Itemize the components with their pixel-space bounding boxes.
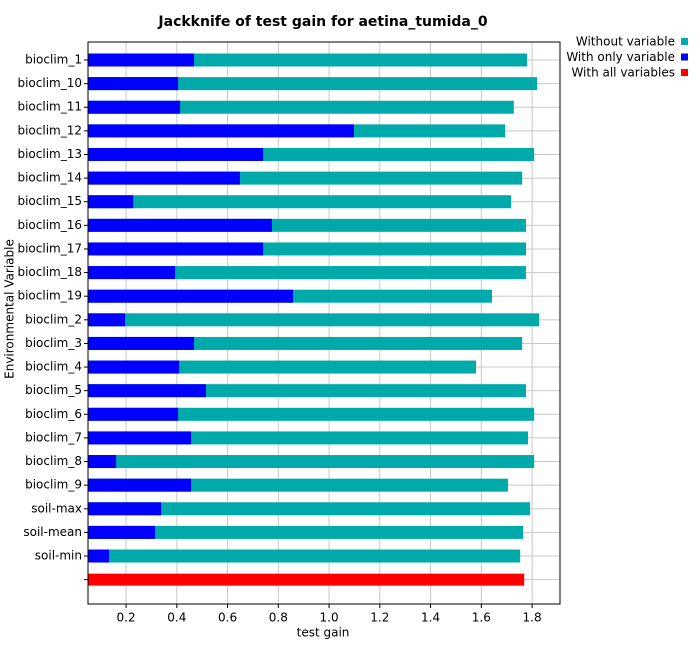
bar: [88, 478, 508, 492]
bar: [88, 360, 180, 374]
y-axis-label: Environmental Variable: [3, 239, 17, 379]
legend-swatch: [681, 69, 688, 76]
y-tick-label: bioclim_18: [17, 265, 82, 279]
y-tick-label: bioclim_15: [17, 194, 82, 208]
bar: [88, 407, 179, 421]
bar: [88, 53, 195, 67]
plot-frame: [87, 41, 561, 605]
x-tick-label: 1.2: [370, 611, 389, 625]
bar: [88, 266, 526, 280]
bar: [88, 549, 110, 563]
y-tick-label: soil-min: [35, 549, 82, 563]
y-tick-label: bioclim_16: [17, 218, 82, 232]
bar: [88, 195, 512, 209]
y-tick-label: bioclim_4: [25, 360, 82, 374]
bar: [88, 455, 117, 469]
bar: [88, 455, 535, 469]
bar: [88, 266, 176, 280]
legend-swatch: [681, 38, 688, 45]
bar: [88, 431, 529, 445]
bar: [88, 336, 195, 350]
y-tick-label: bioclim_7: [25, 430, 82, 444]
legend-label: With all variables: [571, 66, 675, 80]
y-tick-label: bioclim_19: [17, 289, 82, 303]
y-tick-label: bioclim_3: [25, 336, 82, 350]
bar: [88, 77, 179, 91]
bar: [88, 77, 538, 91]
legend-swatch: [681, 53, 688, 61]
y-tick-label: bioclim_14: [17, 171, 82, 185]
x-axis-label: test gain: [297, 626, 350, 640]
bar: [88, 407, 535, 421]
y-tick-label: bioclim_11: [17, 100, 82, 114]
x-tick-label: 1.0: [320, 611, 339, 625]
x-tick-label: 0.6: [218, 611, 237, 625]
legend-label: With only variable: [566, 50, 675, 64]
bar: [88, 195, 134, 209]
bar: [88, 336, 523, 350]
y-tick-label: bioclim_2: [25, 312, 82, 326]
x-tick-label: 1.4: [421, 611, 440, 625]
bar: [88, 502, 162, 516]
y-tick-label: bioclim_13: [17, 147, 82, 161]
x-tick-label: 1.6: [472, 611, 491, 625]
bar: [88, 313, 540, 327]
chart-title: Jackknife of test gain for aetina_tumida…: [157, 14, 487, 30]
bar: [88, 124, 354, 138]
y-tick-label: bioclim_12: [17, 123, 82, 137]
y-tick-label: bioclim_5: [25, 383, 82, 397]
bar: [88, 502, 531, 516]
x-tick-label: 0.2: [117, 611, 136, 625]
x-tick-label: 0.4: [167, 611, 186, 625]
bar: [88, 53, 528, 67]
bar: [88, 218, 272, 232]
bar: [88, 100, 181, 114]
bar: [88, 384, 206, 398]
y-tick-label: bioclim_8: [25, 454, 82, 468]
bar: [88, 431, 192, 445]
x-tick-label: 0.8: [269, 611, 288, 625]
bar: [88, 525, 155, 539]
x-tick-label: 1.8: [523, 611, 542, 625]
bar: [88, 525, 524, 539]
bar: [88, 478, 192, 492]
bar: [88, 289, 294, 303]
y-tick-label: bioclim_1: [25, 53, 82, 67]
bar: [88, 242, 264, 256]
bar: [88, 313, 126, 327]
y-tick-label: soil-mean: [23, 525, 82, 539]
y-tick-label: bioclim_10: [17, 76, 82, 90]
legend-label: Without variable: [576, 35, 675, 49]
bar: [88, 171, 241, 185]
y-tick-label: bioclim_17: [17, 241, 82, 255]
y-tick-label: soil-max: [31, 501, 82, 515]
bar: [88, 549, 521, 563]
y-tick-label: bioclim_9: [25, 478, 82, 492]
y-tick-label: bioclim_6: [25, 407, 82, 421]
bar: [88, 573, 525, 586]
bar: [88, 100, 514, 114]
bar: [88, 360, 477, 374]
bar: [88, 147, 264, 161]
